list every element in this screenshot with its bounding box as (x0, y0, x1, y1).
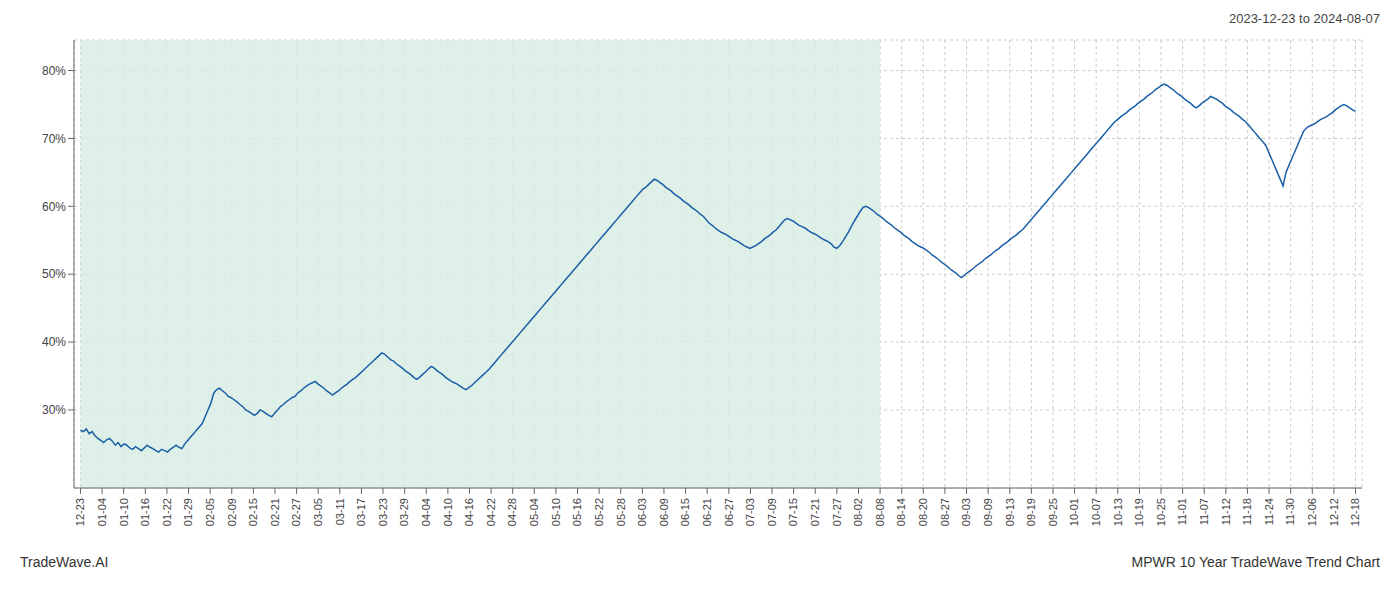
svg-text:01-16: 01-16 (139, 498, 151, 526)
svg-text:11-18: 11-18 (1241, 498, 1253, 525)
svg-text:10-13: 10-13 (1112, 498, 1124, 526)
svg-text:10-07: 10-07 (1090, 498, 1102, 526)
svg-text:07-09: 07-09 (766, 498, 778, 526)
svg-text:70%: 70% (42, 132, 66, 146)
svg-text:02-09: 02-09 (226, 498, 238, 526)
svg-text:09-13: 09-13 (1004, 498, 1016, 526)
svg-text:11-07: 11-07 (1198, 498, 1210, 525)
svg-text:09-09: 09-09 (982, 498, 994, 526)
svg-text:03-17: 03-17 (355, 498, 367, 526)
svg-text:05-16: 05-16 (571, 498, 583, 526)
svg-text:12-18: 12-18 (1349, 498, 1361, 526)
svg-text:04-04: 04-04 (420, 498, 432, 526)
svg-text:03-11: 03-11 (334, 498, 346, 525)
svg-text:12-23: 12-23 (74, 498, 86, 526)
svg-text:10-01: 10-01 (1068, 498, 1080, 526)
svg-text:09-19: 09-19 (1025, 498, 1037, 526)
svg-text:10-25: 10-25 (1155, 498, 1167, 526)
svg-text:40%: 40% (42, 335, 66, 349)
svg-text:08-02: 08-02 (852, 498, 864, 526)
svg-text:50%: 50% (42, 267, 66, 281)
svg-text:06-21: 06-21 (701, 498, 713, 526)
svg-text:12-12: 12-12 (1328, 498, 1340, 526)
svg-text:06-09: 06-09 (658, 498, 670, 526)
html-text:2023-12-23 to 2024-08-07: 2023-12-23 to 2024-08-07 (1228, 11, 1380, 26)
svg-text:11-01: 11-01 (1176, 498, 1188, 525)
svg-text:01-10: 01-10 (118, 498, 130, 526)
svg-text:03-29: 03-29 (398, 498, 410, 526)
svg-text:07-21: 07-21 (809, 498, 821, 526)
svg-text:06-03: 06-03 (636, 498, 648, 526)
svg-text:04-10: 04-10 (442, 498, 454, 526)
svg-text:05-28: 05-28 (615, 498, 627, 526)
svg-text:06-15: 06-15 (679, 498, 691, 526)
html-text:MPWR 10 Year TradeWave Trend C: MPWR 10 Year TradeWave Trend Chart (1131, 554, 1380, 570)
svg-text:02-27: 02-27 (290, 498, 302, 526)
svg-text:10-19: 10-19 (1133, 498, 1145, 526)
svg-text:08-14: 08-14 (896, 498, 908, 526)
svg-text:11-24: 11-24 (1263, 498, 1275, 525)
html-text:TradeWave.AI: TradeWave.AI (20, 554, 109, 570)
svg-text:60%: 60% (42, 200, 66, 214)
svg-text:08-27: 08-27 (939, 498, 951, 526)
svg-text:01-04: 01-04 (96, 498, 108, 526)
svg-text:08-20: 08-20 (917, 498, 929, 526)
svg-text:06-27: 06-27 (723, 498, 735, 526)
svg-text:02-05: 02-05 (204, 498, 216, 526)
svg-text:04-28: 04-28 (507, 498, 519, 526)
svg-text:11-30: 11-30 (1284, 498, 1296, 525)
svg-text:07-03: 07-03 (744, 498, 756, 526)
svg-text:03-23: 03-23 (377, 498, 389, 526)
svg-text:09-03: 09-03 (960, 498, 972, 526)
svg-text:08-08: 08-08 (874, 498, 886, 526)
svg-text:09-25: 09-25 (1047, 498, 1059, 526)
svg-text:07-15: 07-15 (787, 498, 799, 526)
svg-text:03-05: 03-05 (312, 498, 324, 526)
svg-text:30%: 30% (42, 403, 66, 417)
svg-text:05-04: 05-04 (528, 498, 540, 526)
svg-text:04-16: 04-16 (463, 498, 475, 526)
svg-text:11-12: 11-12 (1220, 498, 1232, 525)
svg-text:07-27: 07-27 (831, 498, 843, 526)
svg-text:01-29: 01-29 (182, 498, 194, 526)
svg-text:80%: 80% (42, 64, 66, 78)
svg-text:05-22: 05-22 (593, 498, 605, 526)
svg-text:02-15: 02-15 (247, 498, 259, 526)
svg-text:01-22: 01-22 (161, 498, 173, 526)
svg-text:04-22: 04-22 (485, 498, 497, 526)
svg-text:12-06: 12-06 (1306, 498, 1318, 526)
svg-text:05-10: 05-10 (550, 498, 562, 526)
svg-text:02-21: 02-21 (269, 498, 281, 526)
